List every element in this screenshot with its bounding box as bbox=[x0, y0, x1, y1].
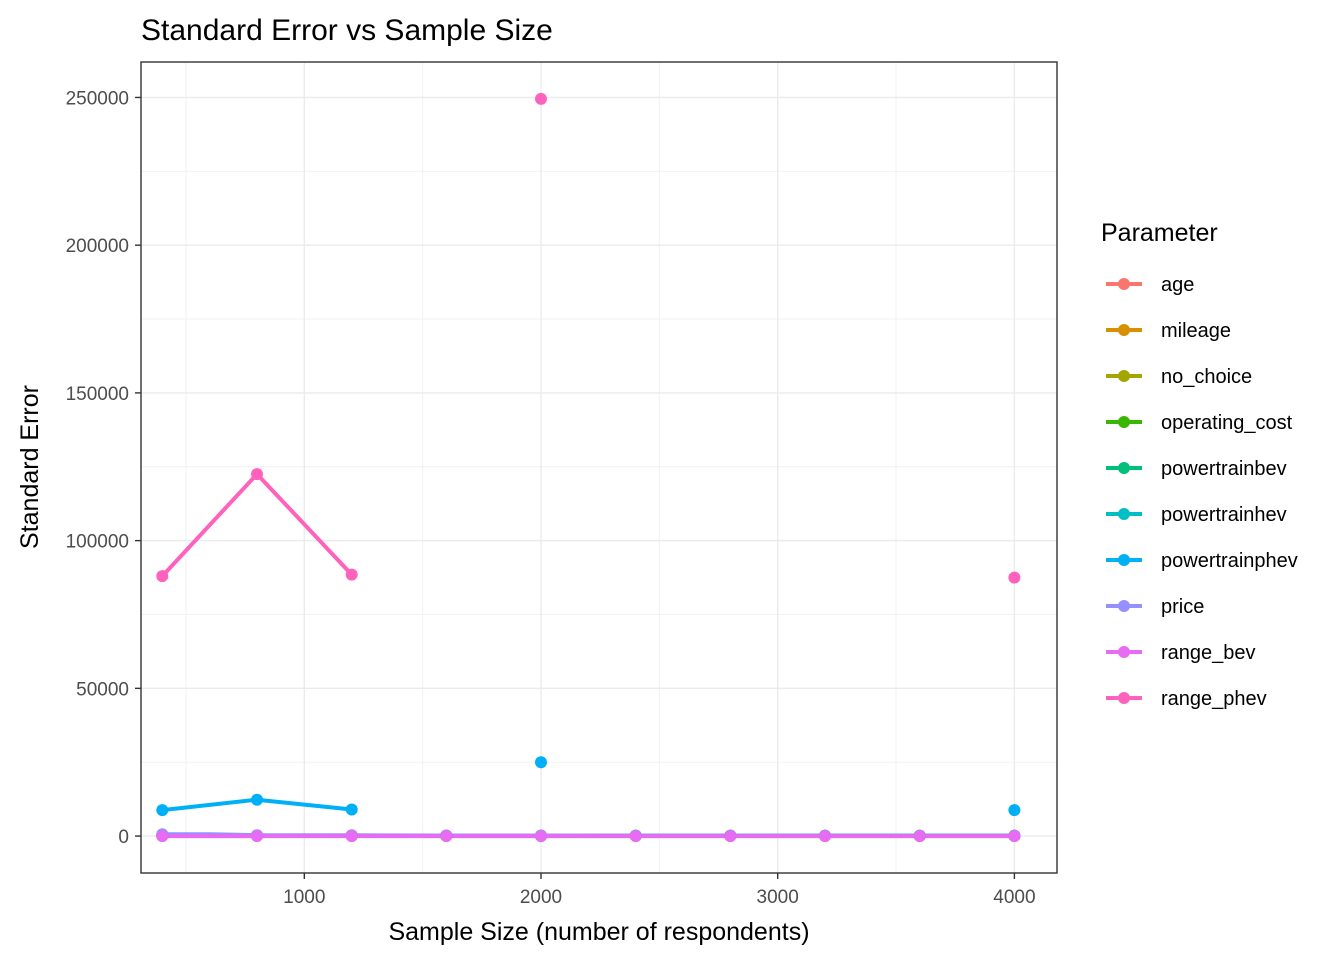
legend-label-operating_cost: operating_cost bbox=[1161, 412, 1293, 434]
legend-label-powertrainbev: powertrainbev bbox=[1161, 458, 1287, 480]
data-point-powertrainphev bbox=[251, 793, 263, 806]
data-point-powertrainphev bbox=[345, 803, 358, 816]
panel-border bbox=[140, 61, 1058, 874]
data-point-range_bev bbox=[251, 830, 263, 843]
legend-key-point-range_bev bbox=[1118, 646, 1130, 658]
legend-key-point-price bbox=[1118, 600, 1130, 612]
y-tick-label: 150000 bbox=[66, 384, 129, 405]
legend-key-point-operating_cost bbox=[1118, 416, 1130, 428]
x-tick-label: 2000 bbox=[520, 887, 562, 908]
legend-label-powertrainphev: powertrainphev bbox=[1161, 550, 1298, 572]
legend-label-price: price bbox=[1161, 596, 1204, 618]
x-tick-label: 3000 bbox=[757, 887, 799, 908]
y-tick-label: 200000 bbox=[66, 236, 129, 257]
data-point-range_bev bbox=[629, 830, 642, 843]
data-point-range_bev bbox=[156, 830, 169, 843]
data-point-range_bev bbox=[819, 830, 831, 843]
chart-title: Standard Error vs Sample Size bbox=[141, 14, 553, 47]
x-tick-label: 4000 bbox=[993, 887, 1035, 908]
legend-label-range_bev: range_bev bbox=[1161, 642, 1256, 664]
data-point-powertrainphev bbox=[156, 804, 169, 817]
legend-label-no_choice: no_choice bbox=[1161, 366, 1252, 388]
legend-title: Parameter bbox=[1101, 219, 1218, 247]
y-tick-label: 0 bbox=[118, 827, 129, 848]
legend-key-point-mileage bbox=[1118, 324, 1130, 336]
legend-key-point-powertrainphev bbox=[1118, 554, 1130, 566]
legend: Parameter age mileage no_choice operating_c… bbox=[1101, 219, 1298, 710]
x-tick-label: 1000 bbox=[283, 887, 325, 908]
data-point-range_phev bbox=[535, 92, 547, 105]
series-line-range_phev bbox=[160, 472, 354, 578]
legend-label-mileage: mileage bbox=[1161, 320, 1231, 342]
data-point-range_bev bbox=[345, 830, 358, 843]
data-point-range_bev bbox=[535, 830, 547, 843]
legend-key-point-no_choice bbox=[1118, 370, 1130, 382]
legend-key-point-range_phev bbox=[1118, 692, 1130, 704]
data-point-range_bev bbox=[440, 830, 453, 843]
data-point-range_phev bbox=[345, 568, 358, 581]
legend-label-age: age bbox=[1161, 274, 1194, 296]
y-tick-label: 250000 bbox=[66, 88, 129, 109]
plot-panel: 1000 2000 3000 4000 0 50000 100000 150000 200000… bbox=[66, 61, 1058, 908]
y-tick-label: 50000 bbox=[76, 679, 129, 700]
data-point-range_bev bbox=[1008, 830, 1021, 843]
legend-key-point-powertrainbev bbox=[1118, 462, 1130, 474]
data-point-range_phev bbox=[1008, 571, 1021, 584]
y-axis-title: Standard Error bbox=[16, 385, 44, 549]
legend-label-powertrainhev: powertrainhev bbox=[1161, 504, 1287, 526]
legend-key-point-powertrainhev bbox=[1118, 508, 1130, 520]
y-tick-label: 100000 bbox=[66, 532, 129, 553]
data-point-range_phev bbox=[251, 468, 263, 481]
legend-key-point-age bbox=[1118, 278, 1130, 290]
data-point-range_bev bbox=[724, 830, 737, 843]
data-point-powertrainphev bbox=[535, 756, 547, 769]
data-point-powertrainphev bbox=[1008, 804, 1021, 817]
data-point-range_phev bbox=[156, 570, 169, 583]
data-point-range_bev bbox=[913, 830, 926, 843]
legend-label-range_phev: range_phev bbox=[1161, 688, 1267, 710]
x-axis-title: Sample Size (number of respondents) bbox=[388, 918, 809, 946]
